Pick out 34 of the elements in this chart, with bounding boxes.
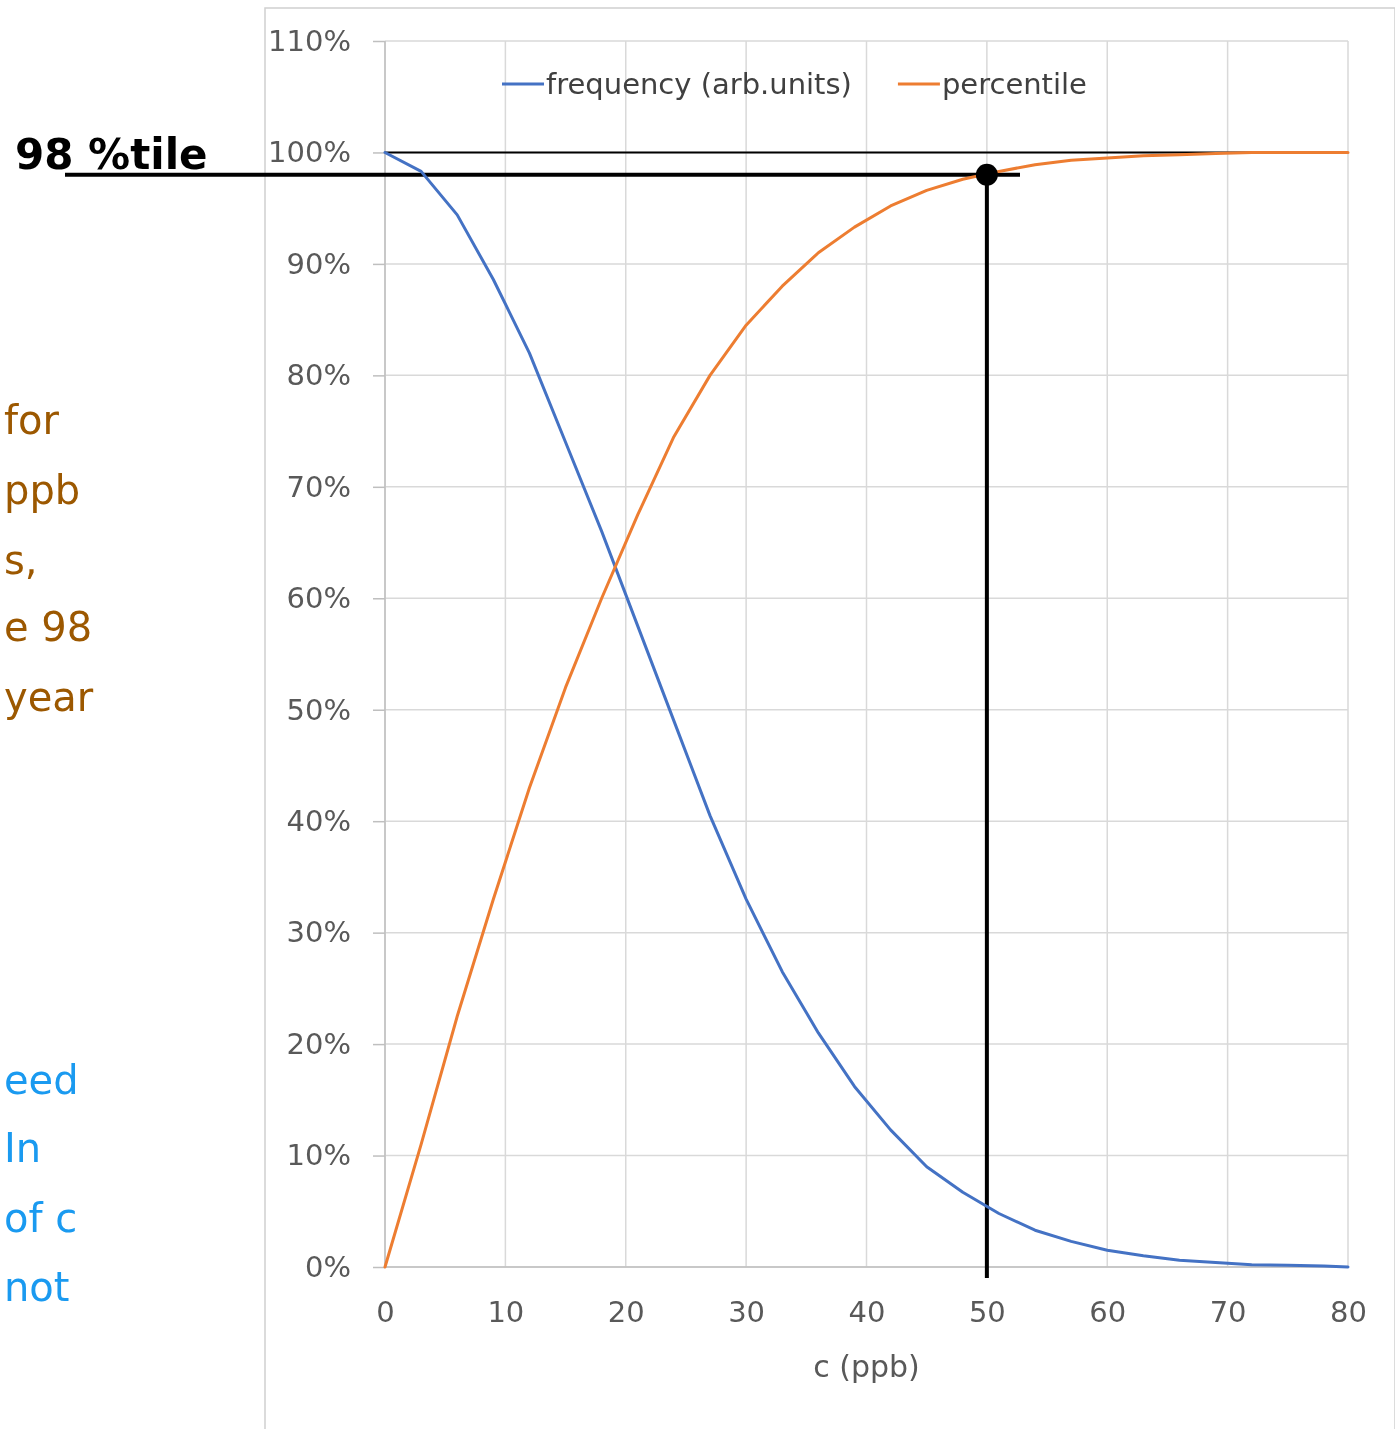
x-tick-label: 50	[968, 1294, 1006, 1329]
x-tick-label: 70	[1209, 1294, 1247, 1329]
y-tick-label: 110%	[268, 23, 351, 58]
y-tick-label: 50%	[286, 692, 351, 727]
y-tick-label: 60%	[286, 581, 351, 616]
y-tick-label: 100%	[268, 135, 351, 170]
text: of c	[4, 1195, 78, 1241]
text: s,	[4, 537, 38, 583]
y-tick-label: 90%	[286, 246, 351, 281]
y-tick-label: 80%	[286, 358, 351, 393]
y-tick-label: 20%	[286, 1026, 351, 1061]
ref-line-label: 98 %tile	[15, 129, 208, 179]
x-tick-label: 60	[1089, 1294, 1127, 1329]
text: year	[4, 674, 94, 720]
text: eed	[4, 1057, 79, 1103]
legend-label: percentile	[941, 67, 1087, 101]
text: e 98	[4, 604, 93, 650]
text: for	[4, 397, 60, 443]
text: ppb	[4, 467, 81, 513]
y-tick-label: 70%	[286, 469, 351, 504]
legend-label: frequency (arb.units)	[546, 67, 852, 101]
x-tick-label: 80	[1330, 1294, 1367, 1329]
y-tick-label: 30%	[286, 915, 351, 950]
x-tick-label: 20	[607, 1294, 645, 1329]
text: In	[4, 1125, 42, 1171]
y-tick-label: 40%	[286, 803, 351, 838]
x-tick-label: 30	[728, 1294, 766, 1329]
text: not	[4, 1264, 70, 1310]
x-axis-title: c (ppb)	[813, 1349, 920, 1384]
x-tick-label: 10	[487, 1294, 525, 1329]
x-tick-label: 40	[848, 1294, 886, 1329]
y-tick-label: 10%	[286, 1138, 351, 1173]
y-tick-label: 0%	[304, 1249, 351, 1284]
x-tick-label: 0	[376, 1294, 395, 1329]
